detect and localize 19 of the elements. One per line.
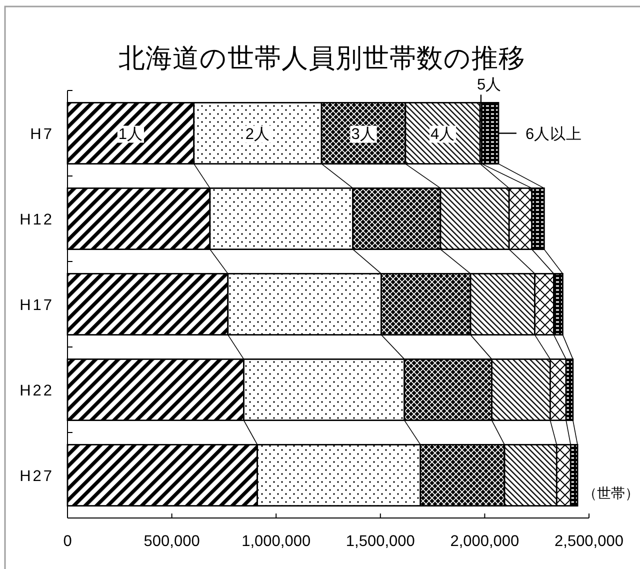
y-tick-label: H22: [20, 382, 54, 400]
x-tick-label: 500,000: [144, 533, 200, 550]
y-tick-label: H12: [20, 211, 54, 228]
series-label: 1人: [118, 126, 144, 143]
series-label: 2人: [245, 126, 270, 143]
series-label: 5人: [476, 76, 502, 94]
x-axis-title: （世帯）: [583, 485, 639, 501]
series-label: 4人: [430, 126, 456, 143]
y-tick-label: H7: [30, 126, 54, 143]
x-tick-label: 0: [63, 533, 72, 550]
x-tick-label: 1,000,000: [242, 533, 311, 550]
y-tick-label: H27: [20, 468, 54, 485]
x-tick-label: 2,500,000: [554, 533, 624, 550]
x-tick-label: 2,000,000: [450, 533, 520, 550]
series-label: 6人以上: [525, 124, 582, 143]
title: 北海道の世帯人員別世帯数の推移: [118, 43, 526, 73]
series-label: 3人: [351, 126, 376, 143]
x-tick-label: 1,500,000: [346, 533, 416, 550]
y-tick-label: H17: [20, 296, 54, 314]
